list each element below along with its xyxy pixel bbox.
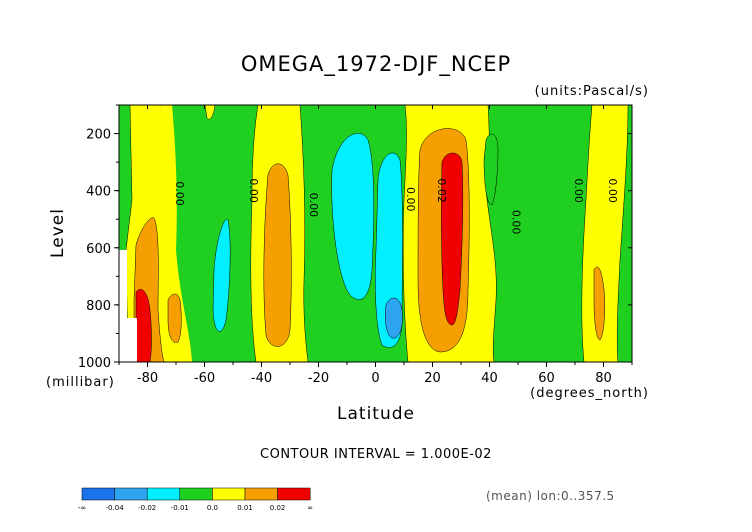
x-axis: -80 -60 -40 -20 0 20 40 60 80: [118, 105, 633, 386]
contour-line-label: 0.00: [404, 187, 417, 212]
region-pos-left-red: [135, 289, 152, 362]
x-tick-label: 40: [481, 371, 498, 386]
units-label: (units:Pascal/s): [535, 84, 649, 99]
region-zero-island: [483, 133, 499, 206]
x-tick-label: 0: [371, 371, 379, 386]
contour-line-label: 0.02: [435, 178, 448, 203]
region-neg-cyan-left: [212, 219, 231, 332]
x-axis-label: Latitude: [337, 404, 415, 424]
region-neg-cyan-center: [331, 133, 375, 300]
contour-interval-text: CONTOUR INTERVAL = 1.000E-02: [260, 447, 492, 462]
x-tick-label: 60: [538, 371, 555, 386]
region-missing-left-2: [127, 318, 137, 362]
colorbar-swatch: [179, 487, 213, 501]
contour-line-label: 0.00: [247, 178, 260, 203]
colorbar-level-label: 0.01: [237, 504, 253, 512]
region-pos-left-yellow-2: [160, 105, 192, 362]
region-neg-blue: [385, 297, 403, 339]
contour-line-label: 0.00: [572, 178, 585, 203]
contour-line-label: 0.00: [606, 178, 619, 203]
x-tick-label: 80: [595, 371, 612, 386]
contour-labels: 0.00 0.00 0.00 0.00 0.02 0.00 0.00 0.00: [173, 178, 619, 234]
region-pos-center-red: [441, 152, 464, 326]
y-tick-label: 1000: [78, 356, 111, 371]
x-units-label: (degrees_north): [530, 386, 649, 401]
x-tick-label: 20: [424, 371, 441, 386]
region-missing-left: [119, 250, 127, 362]
contour-line-label: 0.00: [307, 193, 320, 218]
x-tick-label: -40: [251, 371, 272, 386]
region-pos-right-orange: [593, 266, 606, 341]
colorbar-level-label: -0.02: [138, 504, 156, 512]
colorbar-level-label: -∞: [78, 504, 86, 512]
colorbar-level-label: 0.02: [270, 504, 286, 512]
colorbar-swatch: [146, 487, 181, 501]
x-tick-label: -80: [137, 371, 158, 386]
colorbar-swatch: [244, 487, 278, 501]
y-tick-label: 800: [86, 299, 111, 314]
colorbar-level-label: ∞: [307, 504, 313, 512]
y-axis: 200 400 600 800 1000: [78, 104, 632, 371]
region-pos-midleft-orange: [263, 163, 292, 347]
y-axis-label: Level: [48, 208, 68, 258]
colorbar-swatch: [277, 487, 311, 501]
colorbar-swatch: [81, 487, 115, 501]
y-tick-label: 200: [86, 128, 111, 143]
colorbar-level-label: 0.0: [207, 504, 218, 512]
colorbar-level-label: -0.04: [106, 504, 125, 512]
contour-line-label: 0.00: [509, 210, 522, 235]
region-pos-left-orange-small: [167, 293, 182, 343]
colorbar-level-label: -0.01: [171, 504, 189, 512]
contour-field: [119, 105, 632, 362]
y-tick-label: 600: [86, 242, 111, 257]
chart-title: OMEGA_1972-DJF_NCEP: [241, 52, 511, 77]
background-field-green: [119, 105, 632, 362]
x-tick-label: -20: [308, 371, 329, 386]
colorbar-swatch: [114, 487, 148, 501]
y-tick-label: 400: [86, 185, 111, 200]
contour-line-label: 0.00: [173, 181, 186, 206]
x-tick-label: -60: [194, 371, 215, 386]
colorbar-swatch: [212, 487, 246, 501]
mean-longitude-text: (mean) lon:0..357.5: [486, 489, 615, 503]
y-units-label: (millibar): [46, 375, 115, 390]
colorbar: -∞ -0.04 -0.02 -0.01 0.0 0.01 0.02 ∞: [78, 487, 313, 512]
